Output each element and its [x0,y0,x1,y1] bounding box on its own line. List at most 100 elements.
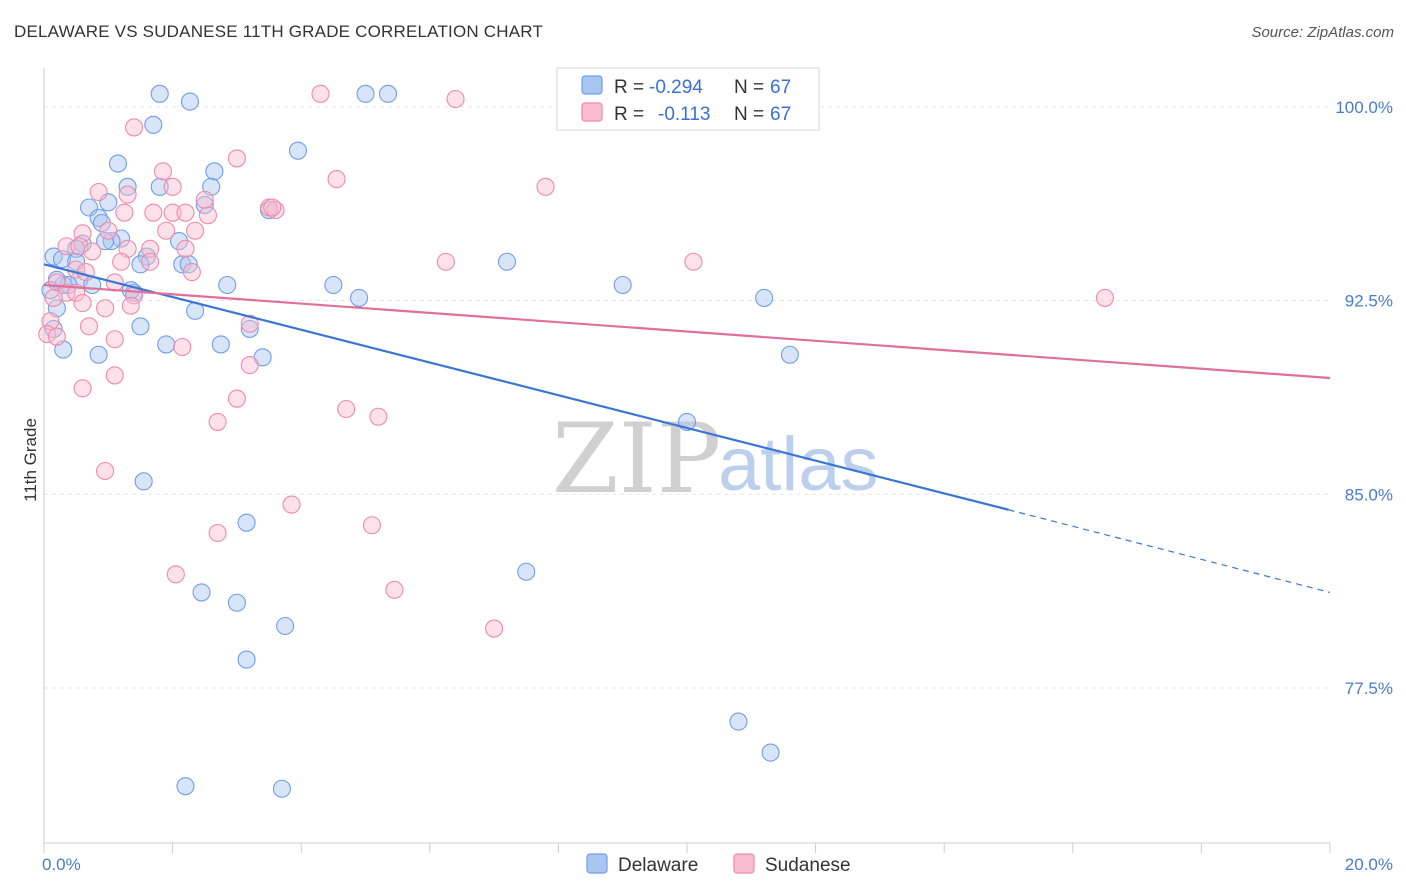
delaware-point-36 [324,275,343,295]
delaware-point-57 [276,616,295,636]
sudanese-point-20 [157,221,176,240]
sudanese-point-0 [311,84,330,103]
delaware-point-0 [150,84,169,103]
delaware-point-40 [350,288,369,307]
delaware-point-2 [356,84,375,103]
x-tick-label-1: 20.0% [1345,855,1393,874]
sudanese-point-26 [141,239,160,258]
sudanese-point-54 [227,389,246,408]
source-label: Source: ZipAtlas.com [1251,24,1394,41]
stats-n-label-sudanese: N = [734,104,764,125]
delaware-point-43 [131,317,150,336]
delaware-point-53 [237,513,256,532]
sudanese-point-21 [186,221,205,240]
sudanese-point-62 [166,565,185,584]
series-legend: Delaware Sudanese [586,853,851,876]
sudanese-point-7 [89,182,108,202]
delaware-point-61 [176,777,195,796]
sudanese-point-1 [446,89,465,109]
delaware-point-10 [150,177,169,196]
sudanese-points [38,84,1114,638]
sudanese-point-30 [112,252,131,271]
sudanese-point-33 [76,263,95,282]
watermark: ZIP atlas [552,403,879,515]
sudanese-point-16 [198,206,218,225]
delaware-point-11 [195,195,214,214]
axes [43,68,1331,853]
sudanese-point-49 [105,330,124,349]
sudanese-point-34 [182,263,201,282]
sudanese-point-41 [1095,288,1114,307]
stats-legend: R = -0.294 N = 67 R = -0.113 N = 67 [556,67,820,131]
sudanese-point-9 [118,185,137,204]
sudanese-point-14 [163,203,182,222]
delaware-point-6 [108,154,127,173]
sudanese-point-57 [208,412,227,431]
sudanese-point-8 [163,177,182,196]
delaware-point-14 [89,208,108,227]
delaware-point-55 [192,583,211,602]
stats-n-value-sudanese: 67 [770,104,791,125]
stats-n-value-delaware: 67 [770,77,791,98]
delaware-point-1 [180,92,200,111]
sudanese-point-60 [362,516,381,535]
sudanese-point-6 [536,177,555,196]
sudanese-trend-line [43,283,1331,380]
delaware-point-59 [729,712,748,731]
delaware-point-35 [613,275,632,295]
sudanese-point-64 [485,619,504,638]
delaware-trend-extension [1008,509,1331,593]
sudanese-point-19 [99,221,118,240]
delaware-point-9 [118,177,137,196]
delaware-point-47 [157,335,176,354]
sudanese-point-15 [176,203,195,222]
delaware-point-54 [517,562,536,581]
sudanese-point-12 [115,203,134,222]
sudanese-point-3 [227,149,246,168]
legend-label-delaware: Delaware [618,855,698,876]
stats-swatch-sudanese [581,102,603,122]
sudanese-point-63 [385,580,404,599]
sudanese-point-5 [327,170,346,189]
watermark-atlas: atlas [718,422,879,507]
sudanese-point-58 [96,461,115,481]
x-tick-label-0: 0.0% [42,855,81,874]
sudanese-point-2 [124,118,144,137]
chart-title: DELAWARE VS SUDANESE 11TH GRADE CORRELAT… [14,22,544,41]
delaware-point-44 [240,319,259,338]
y-tick-labels: 100.0% 92.5% 85.0% 77.5% [1335,98,1393,698]
delaware-point-30 [497,252,517,271]
sudanese-point-28 [436,252,455,271]
delaware-point-5 [288,141,308,160]
sudanese-point-11 [266,201,285,220]
sudanese-point-50 [173,337,192,357]
delaware-point-41 [755,288,774,307]
y-tick-label-3: 77.5% [1345,679,1393,698]
sudanese-point-44 [96,299,115,318]
delaware-point-7 [205,162,224,181]
legend-swatch-delaware [586,853,608,874]
stats-r-label-delaware: R = [614,77,644,98]
stats-n-label-delaware: N = [734,77,764,98]
delaware-point-60 [761,743,780,762]
y-tick-label-2: 85.0% [1345,485,1393,504]
watermark-zip: ZIP [552,403,721,515]
delaware-point-20 [96,232,115,251]
delaware-point-34 [218,275,237,295]
legend-label-sudanese: Sudanese [765,855,851,876]
y-axis-title: 11th Grade [21,418,40,502]
delaware-point-3 [378,84,398,103]
delaware-point-52 [134,472,153,491]
delaware-point-56 [227,593,246,612]
stats-swatch-delaware [581,75,603,95]
sudanese-point-40 [44,288,63,307]
sudanese-point-56 [369,407,388,426]
delaware-point-28 [173,255,192,274]
sudanese-point-61 [208,523,227,543]
sudanese-point-27 [176,239,195,258]
stats-r-value-sudanese: -0.113 [658,104,710,125]
sudanese-point-43 [121,296,140,315]
delaware-point-4 [144,115,163,134]
sudanese-point-22 [57,237,76,256]
